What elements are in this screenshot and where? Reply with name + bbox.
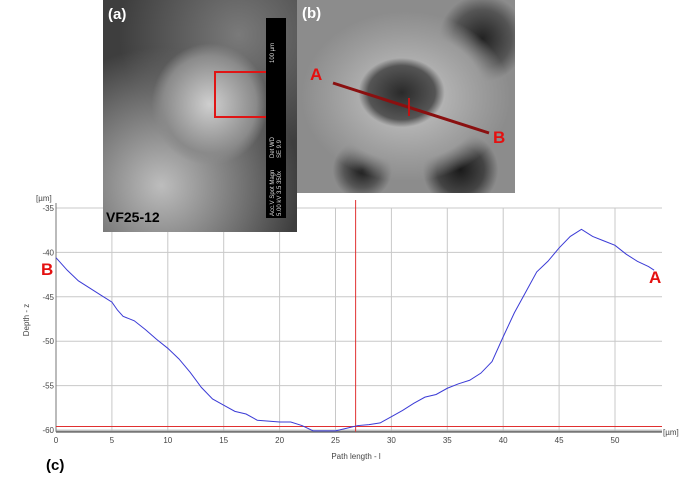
scalebar-info: 5.00 kV 3.5 350x — [277, 170, 283, 216]
sample-label: VF25-12 — [106, 209, 160, 225]
sem-image-a — [103, 0, 297, 232]
scalebar-length: 100 µm — [270, 42, 276, 63]
y-tick-label: -35 — [42, 204, 54, 213]
y-axis-label: Depth - z — [22, 304, 31, 336]
panel-label-a: (a) — [108, 6, 127, 23]
scalebar-info: SE 9.9 — [277, 139, 283, 158]
profile-line — [332, 81, 490, 135]
x-tick-label: 45 — [555, 436, 564, 445]
y-tick-label: -40 — [42, 248, 54, 257]
sem-image-b — [297, 0, 515, 193]
x-tick-label: 20 — [275, 436, 284, 445]
y-tick-label: -60 — [42, 426, 54, 435]
y-tick-label: -55 — [42, 382, 54, 391]
x-tick-label: 5 — [110, 436, 115, 445]
marker-b-image: B — [493, 128, 506, 147]
x-axis-label: Path length - l — [331, 452, 381, 461]
marker-a-image: A — [310, 65, 323, 84]
x-tick-label: 0 — [54, 436, 59, 445]
marker-a-chart: A — [649, 268, 662, 287]
sem-scalebar: 100 µm Det WD SE 9.9 Acc.V Spot Magn 5.0… — [266, 18, 286, 218]
scalebar-info: Det WD — [270, 137, 276, 158]
panel-label-b: (b) — [302, 5, 322, 22]
x-tick-label: 35 — [443, 436, 452, 445]
scalebar-info: Acc.V Spot Magn — [270, 169, 276, 216]
marker-b-chart: B — [41, 260, 54, 279]
x-tick-label: 10 — [163, 436, 172, 445]
x-tick-label: 50 — [611, 436, 620, 445]
y-unit-label: [µm] — [36, 194, 52, 203]
profile-series-line — [55, 228, 655, 432]
panel-label-c: (c) — [46, 457, 65, 474]
y-tick-label: -50 — [42, 337, 54, 346]
x-tick-label: 30 — [387, 436, 396, 445]
x-tick-label: 15 — [219, 436, 228, 445]
y-tick-label: -45 — [42, 293, 54, 302]
x-tick-label: 25 — [331, 436, 340, 445]
x-tick-label: 40 — [499, 436, 508, 445]
zoom-region-box — [214, 71, 269, 118]
x-unit-label: [µm] — [663, 428, 679, 437]
